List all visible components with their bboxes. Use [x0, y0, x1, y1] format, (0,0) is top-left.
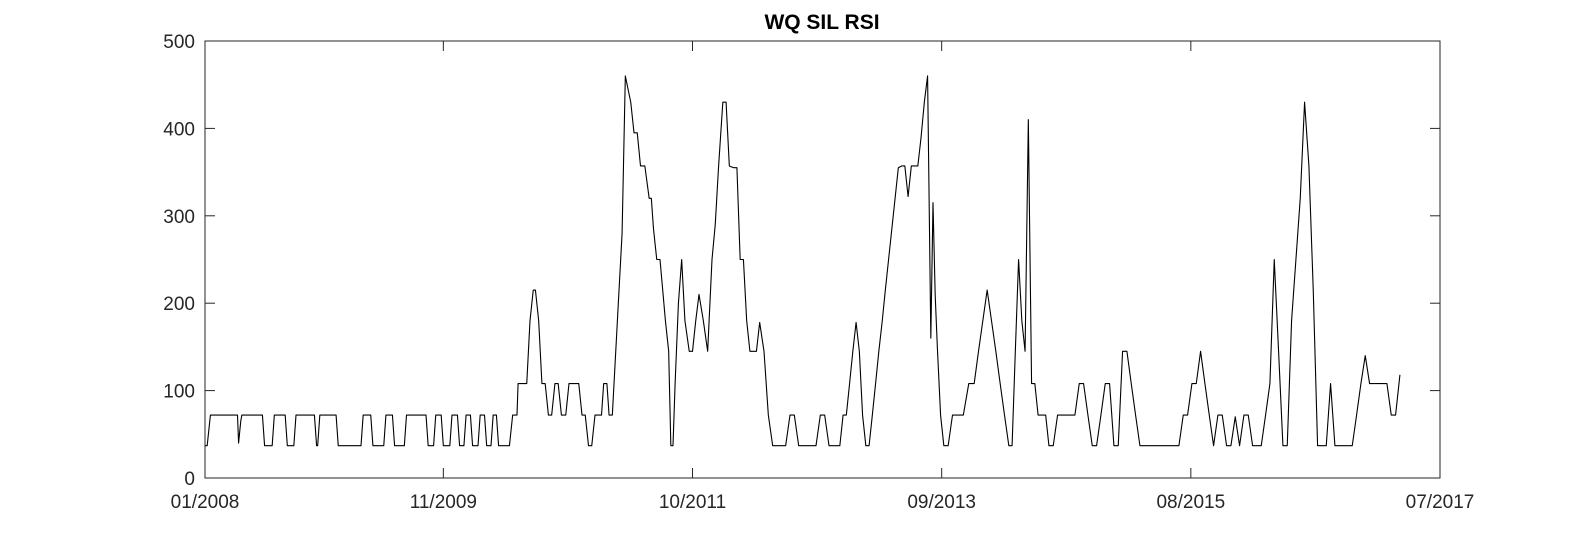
y-tick-label: 300 — [163, 207, 195, 228]
x-axis: 01/2008 11/2009 10/2011 09/2013 08/2015 07/20… — [171, 41, 1475, 513]
series-line — [205, 75, 1401, 447]
y-axis: 0 100 200 300 400 500 — [163, 32, 1440, 490]
y-tick-label: 400 — [163, 119, 195, 140]
x-tick-label: 09/2013 — [907, 492, 976, 513]
x-tick-label: 08/2015 — [1156, 492, 1225, 513]
y-tick-label: 0 — [184, 469, 195, 490]
chart-title: WQ SIL RSI — [764, 11, 879, 34]
plot-frame — [204, 40, 1441, 479]
x-tick-label: 11/2009 — [410, 492, 477, 513]
y-tick-label: 100 — [163, 382, 195, 403]
x-tick-label: 01/2008 — [171, 492, 240, 513]
x-tick-label: 10/2011 — [659, 492, 726, 513]
series-layer — [205, 75, 1401, 447]
y-tick-label: 200 — [163, 294, 195, 315]
x-tick-label: 07/2017 — [1406, 492, 1475, 513]
y-tick-label: 500 — [163, 32, 195, 53]
